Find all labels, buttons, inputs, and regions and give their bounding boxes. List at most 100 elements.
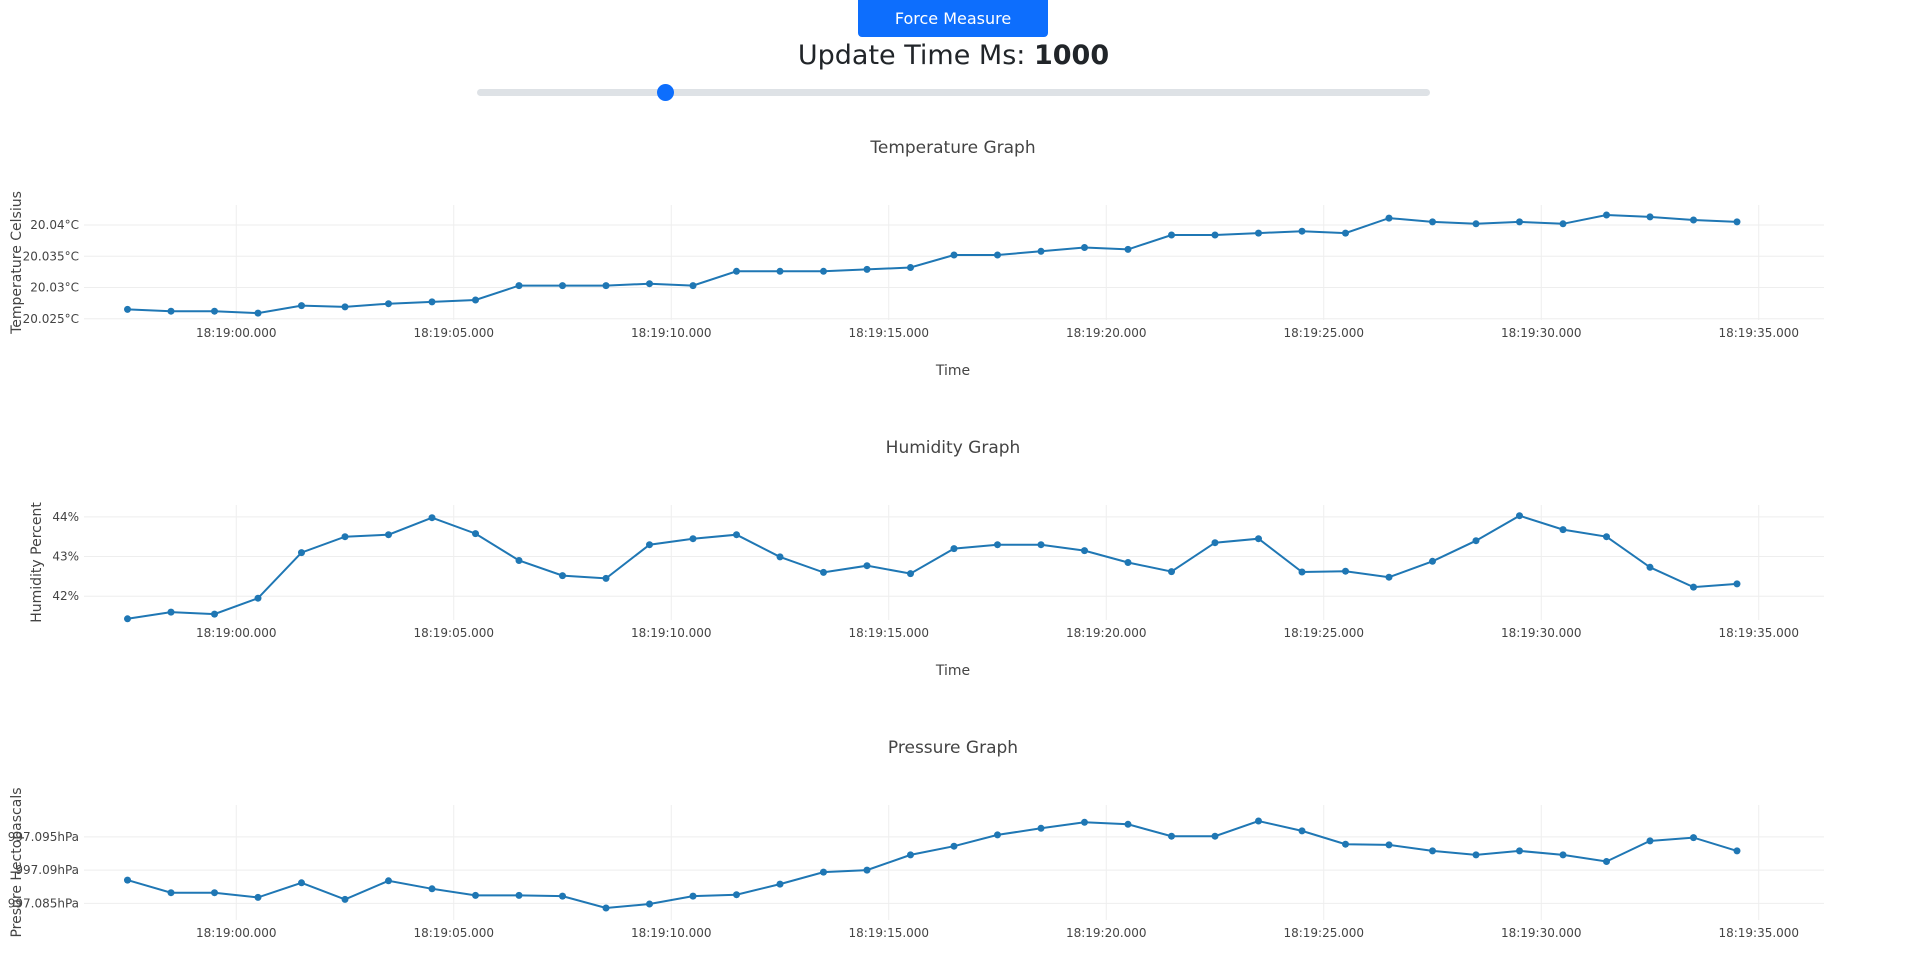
data-point — [994, 831, 1001, 839]
y-tick-label: 44% — [52, 510, 79, 524]
data-point — [1385, 214, 1393, 222]
data-point — [341, 533, 349, 541]
data-point — [298, 302, 305, 310]
x-tick-label: 18:19:25.000 — [1283, 926, 1364, 940]
x-axis-label: Time — [935, 363, 970, 379]
data-point — [1081, 547, 1088, 555]
data-point — [1255, 229, 1262, 237]
data-point — [1516, 512, 1523, 520]
data-point — [1211, 539, 1219, 547]
data-point — [820, 568, 827, 576]
data-point — [820, 868, 827, 876]
data-point — [1037, 541, 1045, 549]
data-point — [1168, 568, 1175, 576]
data-point — [1037, 824, 1045, 832]
y-tick-label: 43% — [52, 550, 79, 564]
data-point — [1690, 216, 1697, 224]
data-point — [1081, 244, 1088, 251]
data-point — [1603, 858, 1610, 865]
x-tick-label: 18:19:20.000 — [1066, 626, 1147, 640]
x-tick-label: 18:19:10.000 — [631, 926, 712, 940]
x-tick-label: 18:19:15.000 — [848, 626, 929, 640]
x-tick-label: 18:19:15.000 — [848, 326, 929, 340]
pressure-chart: Pressure Graph 18:19:00.000 18:19:05.000 18… — [8, 738, 1824, 940]
x-tick-label: 18:19:10.000 — [631, 326, 712, 340]
data-point — [1603, 533, 1610, 541]
update-time-slider[interactable] — [477, 84, 1430, 101]
data-point — [950, 842, 958, 850]
x-tick-label: 18:19:15.000 — [848, 926, 929, 940]
y-tick-label: 20.035°C — [23, 249, 79, 263]
y-axis-label: Presure Hectopascals — [9, 787, 25, 937]
data-point — [428, 514, 436, 522]
y-tick-label: 20.03°C — [30, 281, 79, 295]
data-point — [385, 531, 392, 539]
update-time-value: 1000 — [1033, 40, 1110, 71]
data-point — [1690, 583, 1697, 591]
data-point — [1255, 817, 1262, 825]
slider-thumb[interactable] — [656, 84, 674, 101]
data-point — [733, 267, 740, 275]
data-point — [1429, 557, 1436, 565]
data-point — [1298, 227, 1306, 235]
data-point — [515, 282, 523, 290]
data-point — [689, 282, 697, 290]
data-point — [124, 615, 131, 623]
data-point — [1342, 567, 1349, 575]
y-tick-label: 997.095hPa — [8, 830, 79, 844]
data-point — [1298, 827, 1306, 835]
data-point — [341, 895, 349, 903]
x-tick-label: 18:19:05.000 — [413, 326, 494, 340]
data-point — [820, 267, 827, 275]
data-point — [1168, 231, 1175, 239]
data-point — [1472, 220, 1480, 228]
data-point — [950, 545, 958, 553]
data-point — [1472, 851, 1480, 859]
data-point — [1559, 526, 1567, 534]
data-point — [863, 866, 871, 874]
slider-track[interactable] — [477, 89, 1430, 96]
data-point — [254, 594, 262, 602]
data-point — [733, 531, 740, 539]
data-point — [776, 267, 784, 275]
x-tick-label: 18:19:20.000 — [1066, 326, 1147, 340]
data-point — [1211, 231, 1219, 239]
data-point — [646, 900, 653, 908]
y-tick-label: 997.085hPa — [8, 896, 79, 910]
data-point — [385, 877, 392, 885]
data-point — [298, 549, 305, 557]
data-point — [472, 530, 479, 538]
temperature-chart: Temperature Graph 18:19:00.000 18:19:05.00… — [9, 138, 1824, 379]
data-point — [167, 307, 175, 315]
data-point — [254, 893, 262, 901]
data-point — [1646, 837, 1654, 845]
series-line — [127, 514, 1738, 620]
data-point — [559, 892, 566, 900]
data-point — [1342, 840, 1349, 848]
data-point — [602, 282, 610, 290]
data-point — [1733, 847, 1741, 855]
data-point — [1472, 537, 1480, 545]
data-point — [472, 891, 479, 899]
series-line — [127, 213, 1738, 315]
data-point — [733, 891, 740, 899]
data-point — [1211, 832, 1219, 840]
data-point — [1385, 841, 1393, 849]
data-point — [1255, 535, 1262, 543]
data-point — [1733, 218, 1741, 226]
data-point — [341, 303, 349, 311]
data-point — [472, 296, 479, 304]
y-tick-label: 42% — [52, 589, 79, 603]
data-point — [1298, 568, 1306, 576]
x-tick-label: 18:19:00.000 — [196, 626, 277, 640]
data-point — [863, 265, 871, 273]
force-measure-button[interactable]: Force Measure — [858, 0, 1048, 37]
y-tick-label: 20.025°C — [23, 312, 79, 326]
data-point — [254, 309, 262, 317]
data-point — [776, 880, 784, 888]
data-point — [1559, 851, 1567, 859]
data-point — [1733, 580, 1741, 588]
data-point — [124, 305, 131, 313]
data-point — [1516, 218, 1523, 226]
data-point — [994, 251, 1001, 259]
